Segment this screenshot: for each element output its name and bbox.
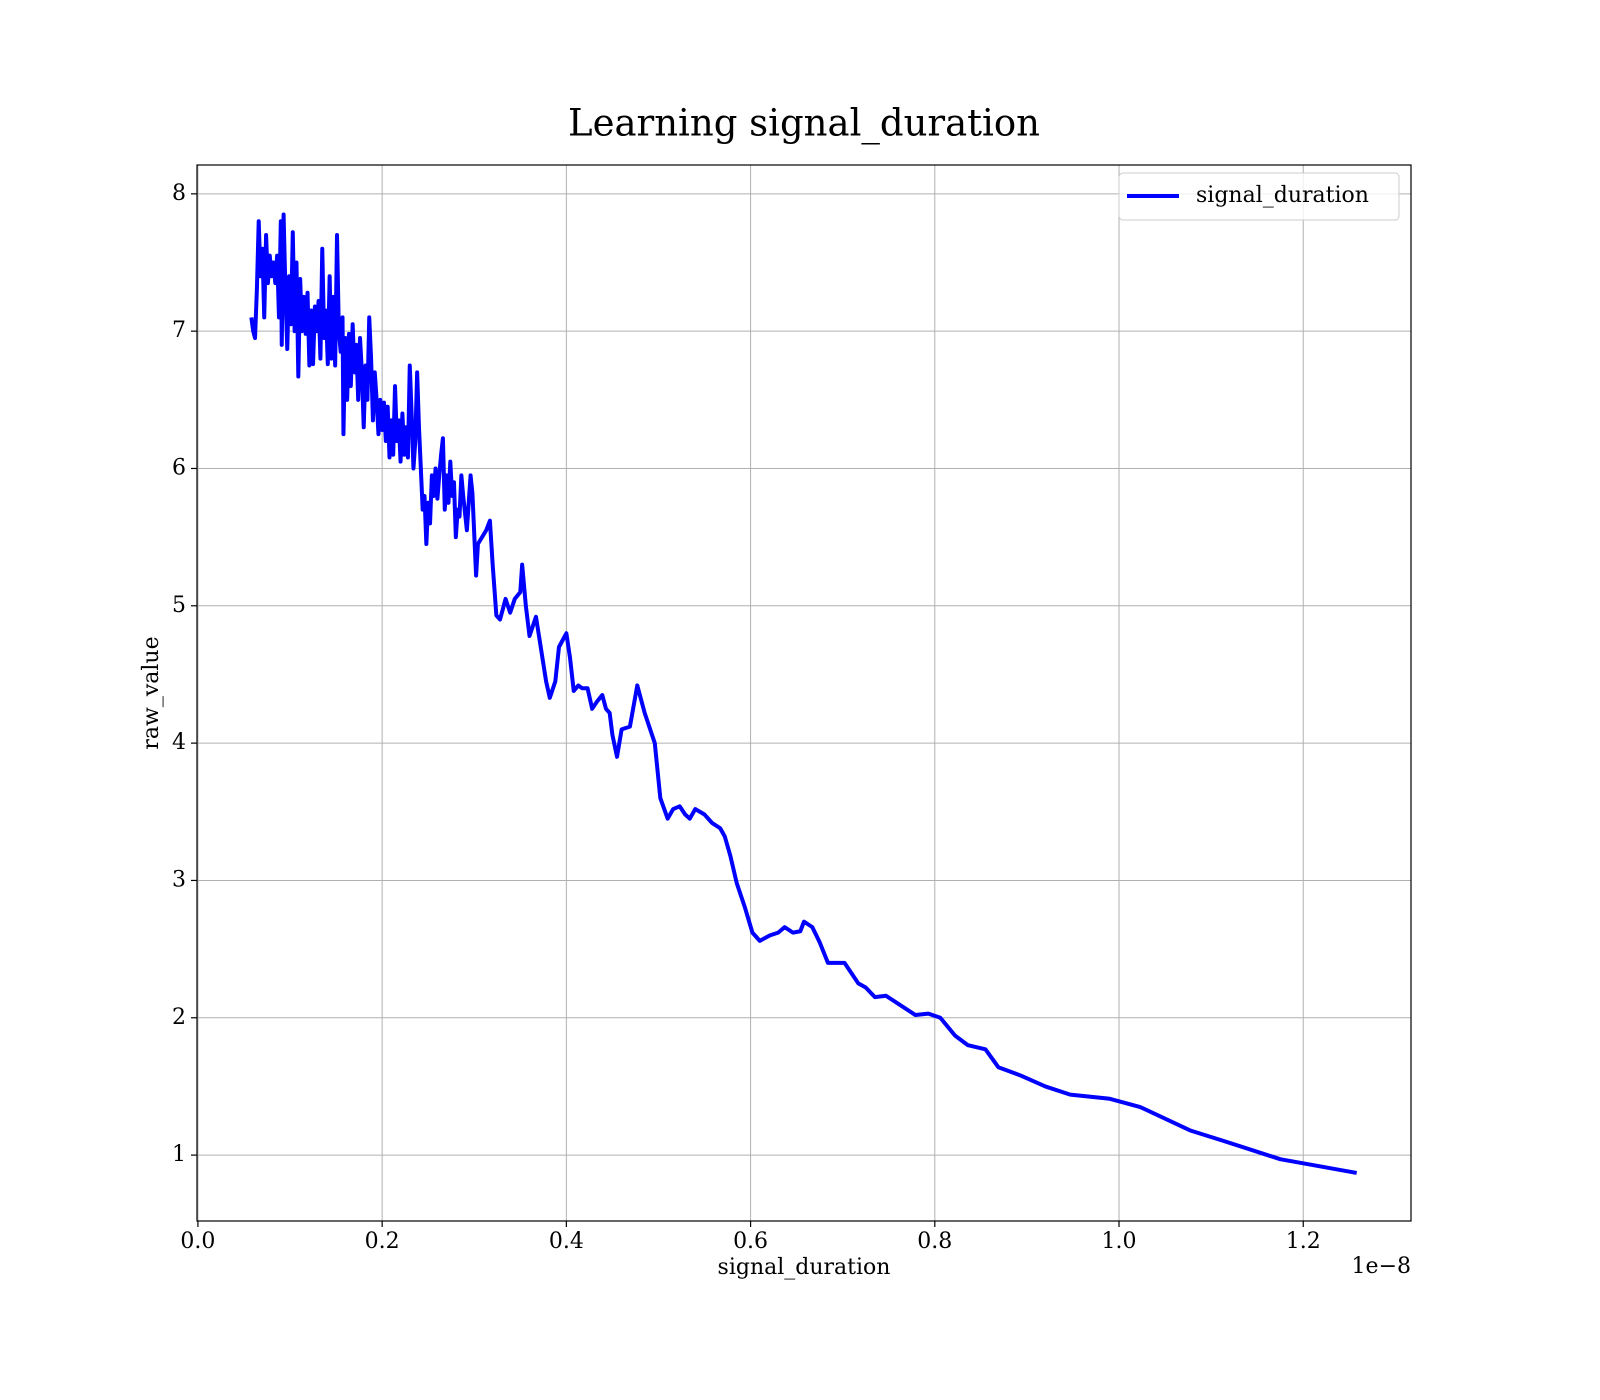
legend-label: signal_duration bbox=[1196, 183, 1369, 208]
x-tick-label: 1.2 bbox=[1286, 1229, 1321, 1254]
x-tick-label: 1.0 bbox=[1102, 1229, 1137, 1254]
x-tick-label: 0.8 bbox=[917, 1229, 952, 1254]
axes-frame bbox=[196, 164, 1412, 1222]
y-tick-label: 7 bbox=[172, 318, 186, 343]
x-tick-label: 0.6 bbox=[733, 1229, 768, 1254]
y-tick-label: 4 bbox=[172, 730, 186, 755]
y-tick-label: 5 bbox=[172, 593, 186, 618]
y-tick-label: 2 bbox=[172, 1005, 186, 1030]
y-axis-label: raw_value bbox=[139, 636, 164, 749]
y-tick-label: 3 bbox=[172, 867, 186, 892]
y-tick-label: 8 bbox=[172, 181, 186, 206]
y-tick-label: 6 bbox=[172, 455, 186, 480]
x-tick-label: 0.4 bbox=[549, 1229, 584, 1254]
chart-title: Learning signal_duration bbox=[568, 102, 1040, 146]
x-offset-label: 1e−8 bbox=[1352, 1254, 1411, 1279]
x-tick-label: 0.0 bbox=[180, 1229, 215, 1254]
x-tick-label: 0.2 bbox=[365, 1229, 400, 1254]
x-axis-label: signal_duration bbox=[718, 1255, 891, 1280]
data-line bbox=[249, 212, 1358, 1175]
y-tick-label: 1 bbox=[172, 1142, 186, 1167]
legend: signal_duration bbox=[1118, 172, 1400, 221]
legend-box bbox=[1118, 172, 1400, 221]
